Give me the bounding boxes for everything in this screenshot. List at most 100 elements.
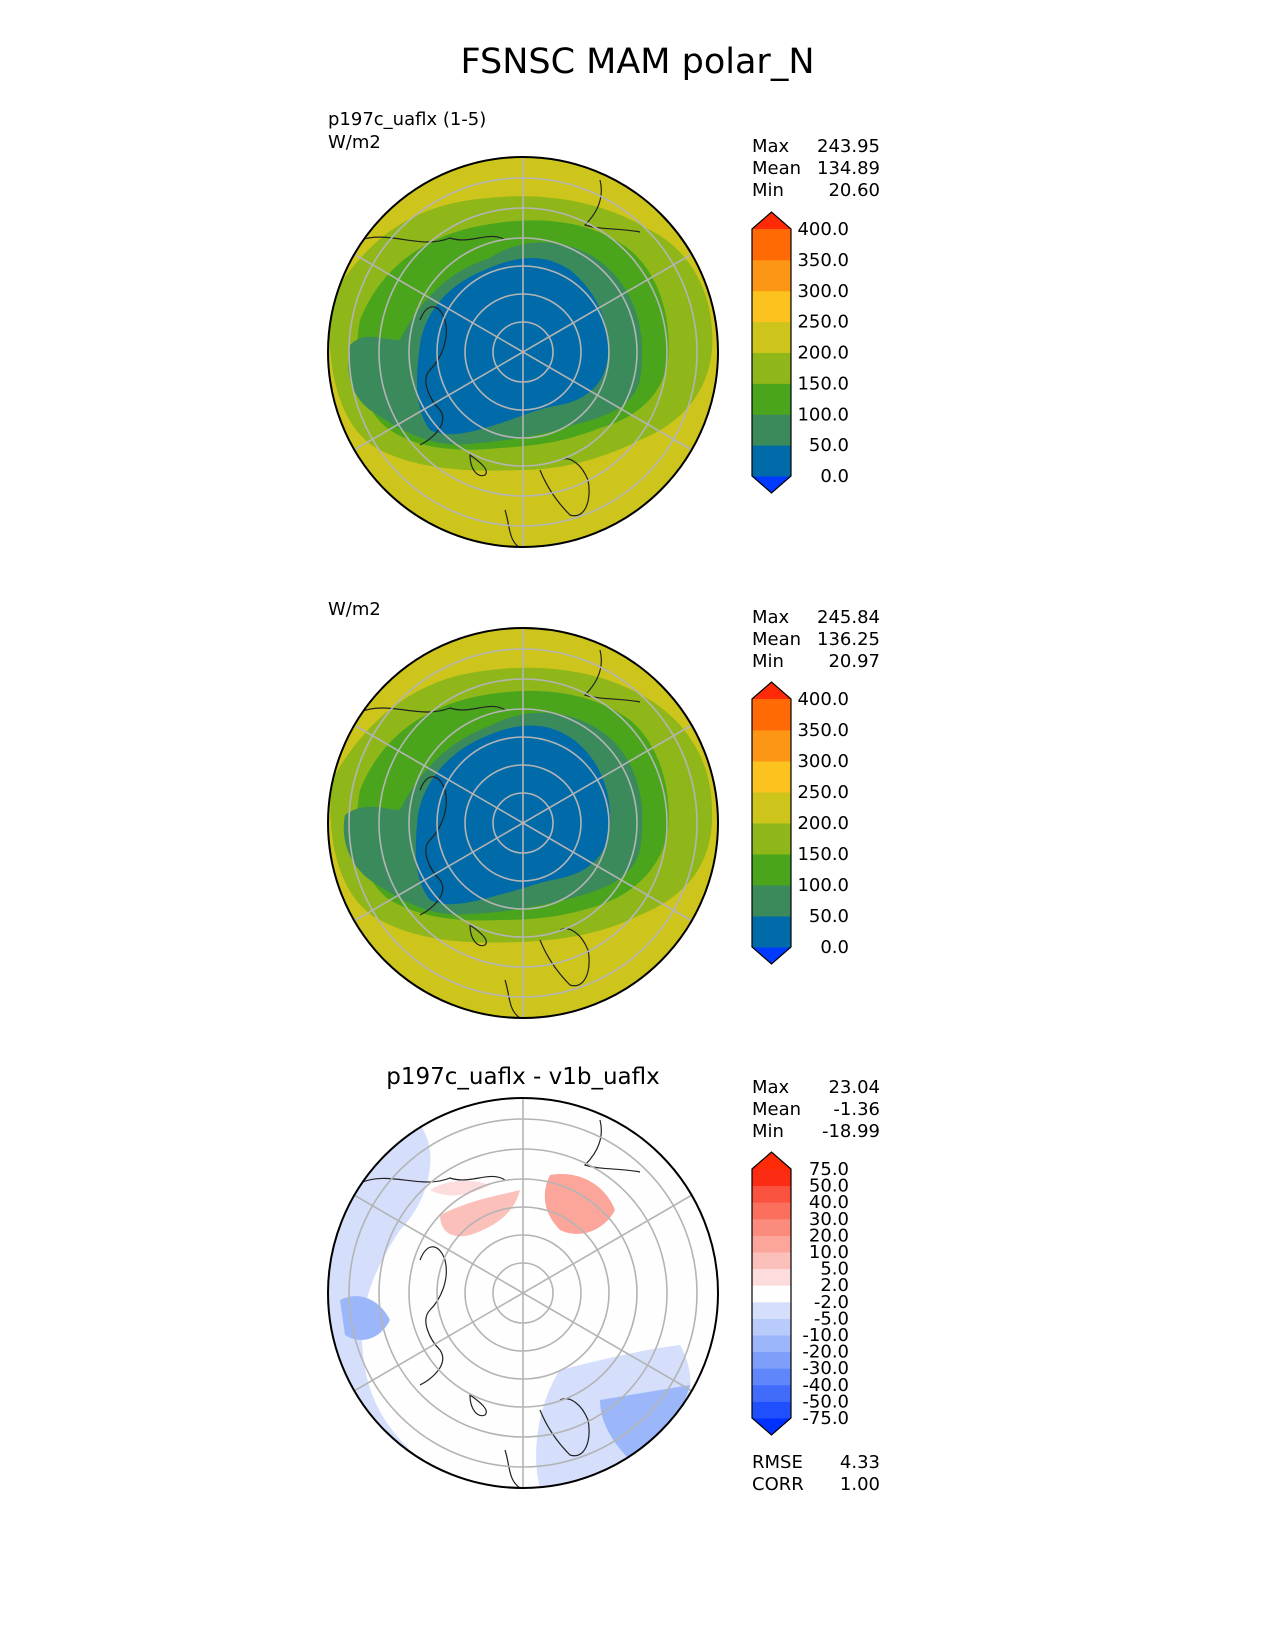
stat-max-value: 243.95: [817, 136, 880, 157]
colorbar-3-segment: [752, 1335, 791, 1353]
colorbar-2-extend-max: [752, 682, 791, 699]
colorbar-1-extend-max: [752, 212, 791, 229]
map-3-pos-zone-north: [544, 1174, 615, 1234]
colorbar-1-tick-label: 350.0: [797, 250, 849, 271]
colorbar-3-tick-label: -5.0: [814, 1308, 849, 1329]
colorbar-1-outline: [751, 211, 792, 494]
panel-2-units: W/m2: [328, 599, 381, 620]
colorbar-3-tick-label: 10.0: [809, 1242, 849, 1263]
panel-1-units: W/m2: [328, 132, 381, 153]
map-3-neg-zone-southeast-strong: [600, 1385, 690, 1460]
colorbar-1-tick-label: 400.0: [797, 219, 849, 240]
colorbar-3-tick-label: 5.0: [820, 1259, 849, 1280]
colorbar-3-segment: [752, 1401, 791, 1419]
map-3-pos-zone-faint: [430, 1180, 490, 1196]
colorbar-1-segment: [752, 414, 791, 446]
colorbar-3-outline: [751, 1151, 792, 1436]
panel-2-stats: Max 245.84 Mean 136.25 Min 20.97: [752, 607, 880, 673]
colorbar-3-segment: [752, 1268, 791, 1286]
map-2: [328, 628, 718, 1018]
colorbar-2-segment: [752, 730, 791, 762]
stat-min-value: -18.99: [821, 1121, 880, 1142]
colorbar-3-tick-label: 40.0: [809, 1192, 849, 1213]
colorbar-3-tick-label: 2.0: [820, 1275, 849, 1296]
stat-max-value: 245.84: [817, 607, 880, 628]
colorbar-3-segment: [752, 1235, 791, 1253]
map-2-graticule: [348, 628, 698, 1018]
panel-2-label: W/m2: [328, 598, 381, 621]
colorbar-3-tick-label: 50.0: [809, 1176, 849, 1197]
colorbar-3-extend-max: [752, 1152, 791, 1169]
colorbar-3-tick-label: 30.0: [809, 1209, 849, 1230]
stat-corr-value: 1.00: [839, 1474, 880, 1495]
colorbar-2-tick-label: 50.0: [809, 906, 849, 927]
stat-min-label: Min: [752, 651, 784, 672]
colorbar-1-tick-label: 150.0: [797, 373, 849, 394]
stat-mean-value: 136.25: [817, 629, 880, 650]
colorbar-2-tick-label: 200.0: [797, 813, 849, 834]
colorbar-2-extend-min: [752, 947, 791, 964]
colorbar-2-segment: [752, 885, 791, 917]
colorbar-3-segment: [752, 1285, 791, 1303]
colorbar-3-segment: [752, 1318, 791, 1336]
colorbar-3-tick-label: -50.0: [802, 1391, 849, 1412]
map-3-coastlines: [359, 1119, 641, 1488]
colorbar-3-extend-min: [752, 1418, 791, 1435]
colorbar-3-segment: [752, 1202, 791, 1220]
stat-corr-label: CORR: [752, 1474, 804, 1495]
colorbar-3-segment: [752, 1252, 791, 1270]
stat-max-value: 23.04: [828, 1077, 880, 1098]
stat-mean-label: Mean: [752, 158, 802, 179]
map-2-boundary: [327, 627, 719, 1019]
colorbar-1-segment: [752, 259, 791, 292]
colorbar-3-segment: [752, 1169, 791, 1187]
colorbar-1-tick-label: 250.0: [797, 312, 849, 333]
map-1: [328, 157, 718, 547]
colorbar-3-tick-label: -30.0: [802, 1358, 849, 1379]
colorbar-1-segment: [752, 383, 791, 415]
colorbars: 0.0 50.0 100.0 150.0 200.0 250.0 300.0 350.0 400…: [751, 211, 849, 1436]
stat-mean-value: 134.89: [817, 158, 880, 179]
colorbar-2-outline: [751, 681, 792, 965]
colorbar-3-tick-label: 75.0: [809, 1159, 849, 1180]
stat-min-value: 20.97: [828, 651, 880, 672]
stat-max-label: Max: [752, 607, 790, 628]
panel-3-title: p197c_uaflx - v1b_uaflx: [386, 1064, 660, 1090]
stat-rmse-value: 4.33: [839, 1452, 880, 1473]
panel-1-stats: Max 243.95 Mean 134.89 Min 20.60: [752, 136, 880, 202]
panel-1-case-name: p197c_uaflx (1-5): [328, 109, 487, 130]
colorbar-2-segment: [752, 699, 791, 731]
colorbar-1-tick-label: 300.0: [797, 281, 849, 302]
colorbar-2-tick-label: 350.0: [797, 720, 849, 741]
panel-3-extra-stats: RMSE 4.33 CORR 1.00: [752, 1452, 880, 1496]
stat-mean-value: -1.36: [833, 1099, 880, 1120]
colorbar-2-segment: [752, 823, 791, 855]
stat-max-label: Max: [752, 1077, 790, 1098]
map-3-graticule: [348, 1098, 698, 1488]
colorbar-1-tick-label: 200.0: [797, 343, 849, 364]
colorbar-3-segment: [752, 1185, 791, 1203]
colorbar-3-tick-label: 20.0: [809, 1225, 849, 1246]
stat-mean-label: Mean: [752, 629, 802, 650]
colorbar-2-segment: [752, 761, 791, 793]
colorbar-3-segment: [752, 1218, 791, 1236]
colorbar-3-tick-label: -20.0: [802, 1342, 849, 1363]
stat-mean-label: Mean: [752, 1099, 802, 1120]
colorbar-2-tick-label: 100.0: [797, 875, 849, 896]
colorbar-1-segment: [752, 290, 791, 323]
map-1-graticule: [348, 157, 698, 547]
colorbar-3-segment: [752, 1368, 791, 1386]
colorbar-1-tick-label: 0.0: [820, 466, 849, 487]
colorbar-2-tick-label: 300.0: [797, 751, 849, 772]
colorbar-2-segment: [752, 916, 791, 948]
colorbar-3-tick-label: -10.0: [802, 1325, 849, 1346]
colorbar-2-tick-label: 150.0: [797, 844, 849, 865]
map-2-coastlines: [359, 649, 641, 1018]
colorbar-2-segment: [752, 792, 791, 824]
colorbar-1-segment: [752, 229, 791, 261]
colorbar-3-segment: [752, 1301, 791, 1319]
stat-min-value: 20.60: [828, 180, 880, 201]
stat-min-label: Min: [752, 180, 784, 201]
map-3-boundary: [327, 1097, 719, 1489]
